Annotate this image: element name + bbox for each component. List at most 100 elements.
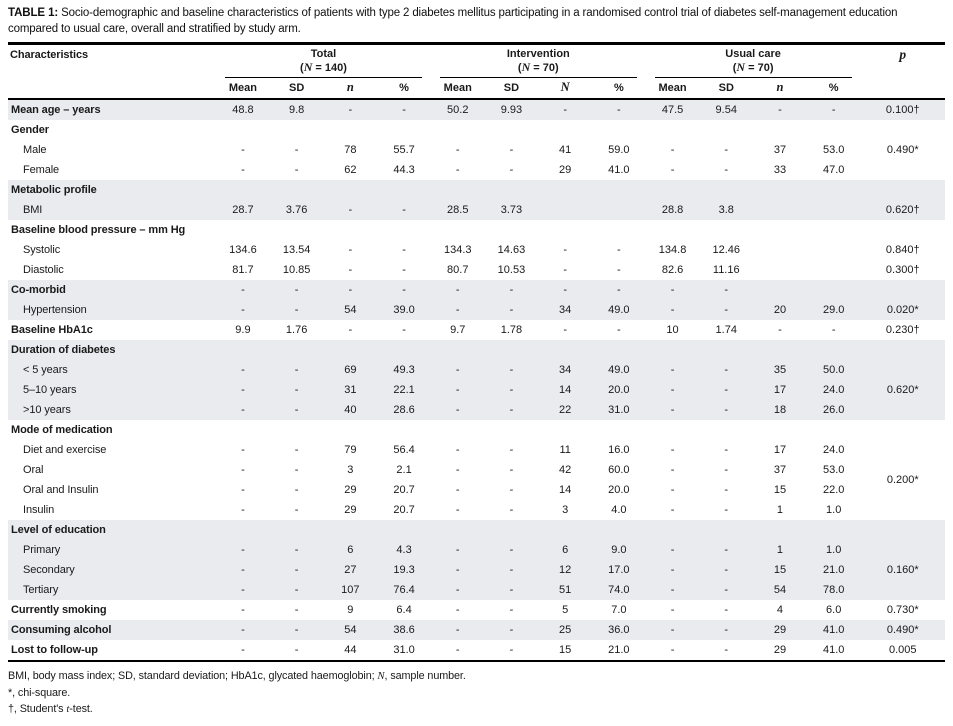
group-name-total: Total [310,48,337,60]
table-cell: 6 [538,540,592,560]
table-cell: 69 [323,360,378,380]
table-cell: 22.1 [377,380,431,400]
group-name-usual-care: Usual care [725,48,781,60]
p-value-cell [860,360,945,380]
table-cell: - [806,100,861,120]
table-cell [699,180,754,200]
table-cell [806,280,861,300]
table-cell: - [241,163,245,176]
column-header-total-2: n [323,78,378,100]
table-cell [538,120,592,140]
table-cell: 107 [323,580,378,600]
table-cell: 22 [538,400,592,420]
table-cell: 31.0 [393,643,415,656]
table-cell: - [430,560,485,580]
table-caption-number: TABLE 1: [8,7,59,19]
table-cell: - [484,300,539,320]
table-cell: - [269,300,324,320]
footnote: †, Student's t-test. [8,701,945,718]
table-cell [807,260,861,280]
table-row: < 5 years - -69 49.3- -34 49.0- -35 50.0 [8,360,945,380]
table-cell: 41 [559,143,572,156]
table-cell: - [509,643,514,656]
table-cell [592,340,646,360]
table-cell: - [724,503,729,516]
p-value-cell: 0.620† [860,200,945,220]
table-cell: - [538,280,592,300]
table-cell: - [241,443,245,456]
table-cell: 1.0 [826,503,842,516]
table-cell: - [241,643,245,656]
characteristics-column-header: Characteristics [8,45,217,100]
table-row: Oral and Insulin - - 29 20.7 - - 14 20.0 - - 15 22.0 [8,480,945,500]
table-cell: - [269,560,324,580]
table-cell: - [699,620,754,640]
group-header-usual-care-inner: Usual care (N = 70) [654,48,852,78]
table-cell: 22.0 [822,483,845,496]
table-cell: - [241,483,245,496]
table-cell: - [294,483,299,496]
p-value-cell: 0.620* [860,380,945,400]
table-cell: 15 [753,560,807,580]
table-row: BMI 28.7 3.76- -28.5 3.73 28.8 3.8 0.620† [8,200,945,220]
table-cell: 37 [773,463,787,476]
text-segment: ( [517,62,522,74]
column-header-intervention-0: Mean [430,78,485,100]
table-cell: - [670,643,675,656]
footnote: *, chi-square. [8,685,945,702]
table-cell: - [484,540,539,560]
table-cell [538,200,592,220]
table-cell: - [753,100,807,120]
table-cell: 9.9 [235,323,251,336]
table-cell: - [699,540,754,560]
table-caption: TABLE 1: Socio-demographic and baseline … [8,6,945,37]
table-cell [806,180,861,200]
table-cell [323,520,378,540]
table-cell: - [294,643,299,656]
p-value-cell [860,180,945,200]
table-cell: 49.0 [592,300,646,320]
table-cell: 134.3 [443,243,472,256]
table-cell: 50.0 [806,360,861,380]
table-cell: 29 [344,503,357,516]
table-cell: - [455,463,460,476]
table-cell: - [294,503,299,516]
table-cell: 1.78 [500,323,523,336]
column-header-usual-care-0: Mean [645,78,700,100]
table-cell: 16.0 [608,443,630,456]
table-cell: 9.8 [269,100,324,120]
table-cell: 38.6 [377,620,431,640]
table-cell [216,120,270,140]
table-cell [753,180,807,200]
table-cell: - [509,483,514,496]
table-cell: - [509,503,514,516]
table-cell: 47.0 [822,163,845,176]
table-cell: 49.0 [592,360,646,380]
table-cell [592,520,646,540]
table-cell [323,120,377,140]
column-header-usual-care-1: SD [699,78,754,100]
table-cell [753,340,807,360]
table-cell: 3.76 [269,200,324,220]
table-row: Metabolic profile [8,180,945,200]
table-row: Secondary - -27 19.3- -12 17.0- -15 21.0 0.160* [8,560,945,580]
table-cell: 29 [773,643,787,656]
column-header-usual-care-2: n [753,78,807,100]
table-cell: 13.54 [282,243,311,256]
table-cell [645,520,700,540]
table-cell: 29 [559,163,572,176]
table-cell [753,120,807,140]
table-cell: - [216,580,270,600]
table-cell [216,180,270,200]
table-cell: - [831,323,836,336]
table-cell: 79 [344,443,357,456]
table-cell: - [430,580,485,600]
text-segment: = 140) [312,62,347,74]
table-cell [430,340,485,360]
table-cell: - [699,300,754,320]
row-label: Co-morbid [8,280,217,300]
table-cell: 31 [323,380,378,400]
table-cell [538,420,592,440]
table-cell: 7.0 [611,603,627,616]
table-cell: - [670,483,675,496]
